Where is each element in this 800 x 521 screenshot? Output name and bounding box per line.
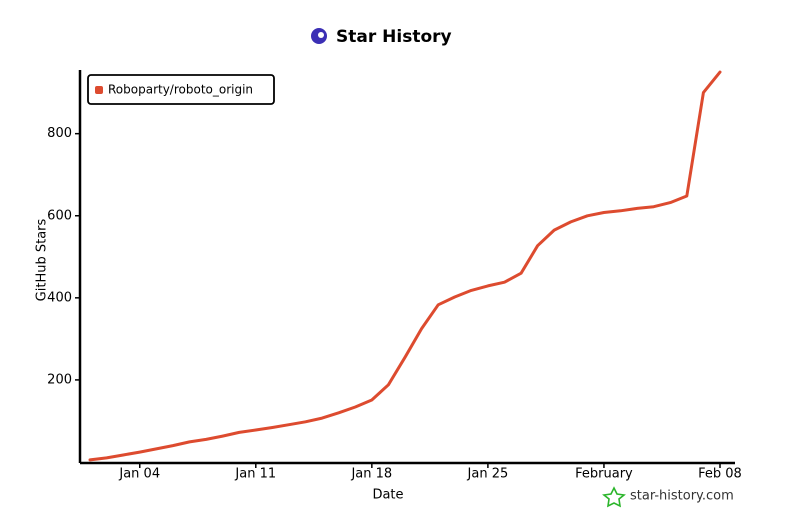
chart-title: Star History — [336, 27, 452, 47]
legend-swatch — [95, 86, 103, 94]
x-tick-label: Jan 18 — [350, 467, 392, 482]
logo-detail — [318, 32, 324, 38]
line-series — [88, 70, 722, 462]
x-tick-label: Jan 25 — [467, 467, 509, 482]
legend-label: Roboparty/roboto_origin — [108, 83, 253, 97]
y-tick-label: 600 — [47, 208, 72, 223]
x-tick-label: Jan 11 — [234, 467, 276, 482]
y-axis-label: GitHub Stars — [35, 218, 50, 301]
watermark-icon — [602, 486, 626, 508]
x-tick-label: Jan 04 — [118, 467, 160, 482]
x-tick-label: Feb 08 — [698, 467, 742, 482]
legend: Roboparty/roboto_origin — [87, 74, 275, 105]
y-tick-label: 200 — [47, 372, 72, 387]
legend-box — [87, 74, 275, 105]
x-axis-label: Date — [372, 488, 403, 503]
y-tick-label: 800 — [47, 126, 72, 141]
watermark: star-history.com — [630, 489, 734, 504]
x-tick-label: February — [575, 467, 633, 482]
y-tick-label: 400 — [47, 290, 72, 305]
